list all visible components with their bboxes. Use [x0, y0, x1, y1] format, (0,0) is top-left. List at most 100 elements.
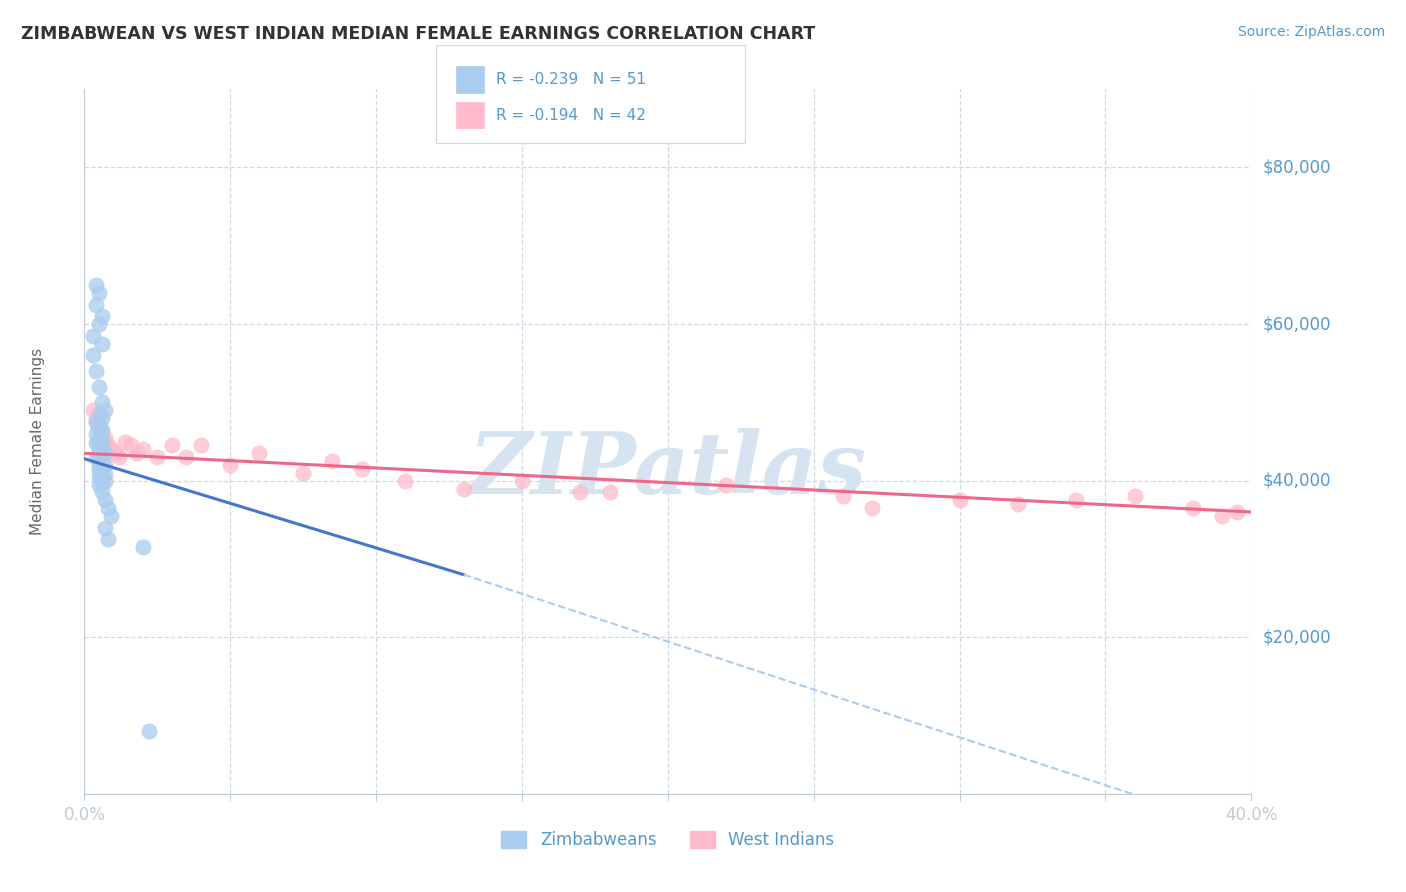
Point — [90, 310, 112, 324]
Point — [394, 474, 416, 488]
Point — [82, 403, 104, 417]
Point — [190, 438, 212, 452]
Point — [82, 348, 104, 362]
Point — [87, 407, 110, 421]
Point — [219, 458, 242, 472]
Point — [84, 450, 107, 465]
Point — [87, 438, 110, 452]
Point — [90, 423, 112, 437]
Point — [90, 431, 112, 445]
Point — [125, 446, 148, 460]
Point — [176, 450, 198, 465]
Point — [138, 724, 160, 739]
Point — [90, 472, 112, 486]
Point — [321, 454, 343, 468]
Point — [120, 438, 142, 452]
Point — [87, 464, 110, 478]
Point — [860, 501, 883, 516]
Point — [84, 277, 107, 292]
Point — [82, 328, 104, 343]
Point — [90, 411, 112, 425]
Point — [87, 418, 110, 433]
Point — [1066, 493, 1088, 508]
Point — [87, 457, 110, 471]
Point — [84, 364, 107, 378]
Point — [87, 423, 110, 437]
Text: $40,000: $40,000 — [1263, 472, 1331, 490]
Point — [90, 475, 112, 490]
Point — [97, 533, 120, 547]
Point — [146, 450, 169, 465]
Point — [94, 434, 117, 449]
Point — [949, 493, 972, 508]
Point — [103, 444, 125, 458]
Point — [87, 431, 110, 445]
Point — [87, 418, 110, 433]
Point — [84, 297, 107, 311]
Point — [1226, 505, 1249, 519]
Point — [94, 458, 117, 472]
Point — [160, 438, 183, 452]
Text: R = -0.239   N = 51: R = -0.239 N = 51 — [496, 72, 647, 87]
Point — [94, 474, 117, 488]
Point — [87, 442, 110, 457]
Point — [87, 469, 110, 483]
Point — [108, 450, 131, 465]
Point — [1211, 508, 1233, 523]
Point — [84, 411, 107, 425]
Point — [1007, 497, 1029, 511]
Point — [90, 466, 112, 480]
Point — [132, 540, 155, 554]
Point — [84, 426, 107, 441]
Point — [90, 462, 112, 476]
Point — [94, 467, 117, 482]
Point — [94, 521, 117, 535]
Point — [84, 436, 107, 450]
Point — [84, 415, 107, 429]
Point — [90, 454, 112, 468]
Point — [90, 433, 112, 447]
Point — [94, 493, 117, 508]
Point — [1123, 489, 1146, 503]
Point — [90, 485, 112, 500]
Text: ZIMBABWEAN VS WEST INDIAN MEDIAN FEMALE EARNINGS CORRELATION CHART: ZIMBABWEAN VS WEST INDIAN MEDIAN FEMALE … — [21, 25, 815, 43]
Text: $20,000: $20,000 — [1263, 628, 1331, 647]
Point — [90, 426, 112, 441]
Point — [97, 438, 120, 452]
Point — [350, 462, 373, 476]
Point — [100, 442, 122, 457]
Point — [292, 466, 315, 480]
Point — [453, 482, 475, 496]
Point — [97, 501, 120, 516]
Text: ZIPatlas: ZIPatlas — [468, 428, 868, 511]
Text: Median Female Earnings: Median Female Earnings — [30, 348, 45, 535]
Point — [87, 434, 110, 449]
Point — [105, 446, 128, 460]
Point — [132, 442, 155, 457]
Point — [94, 446, 117, 460]
Point — [87, 459, 110, 474]
Point — [1182, 501, 1205, 516]
Point — [87, 477, 110, 491]
Point — [87, 451, 110, 466]
Point — [114, 434, 136, 449]
Point — [249, 446, 271, 460]
Point — [510, 474, 533, 488]
Point — [94, 403, 117, 417]
Text: $80,000: $80,000 — [1263, 159, 1331, 177]
Point — [569, 485, 592, 500]
Text: Source: ZipAtlas.com: Source: ZipAtlas.com — [1237, 25, 1385, 39]
Text: R = -0.194   N = 42: R = -0.194 N = 42 — [496, 108, 647, 122]
Point — [90, 336, 112, 351]
Point — [90, 395, 112, 409]
Point — [832, 489, 855, 503]
Point — [90, 444, 112, 458]
Point — [87, 380, 110, 394]
Point — [87, 285, 110, 300]
Point — [90, 441, 112, 455]
Point — [100, 508, 122, 523]
Point — [87, 449, 110, 463]
Point — [716, 477, 738, 491]
Text: $60,000: $60,000 — [1263, 315, 1331, 333]
Legend: Zimbabweans, West Indians: Zimbabweans, West Indians — [495, 824, 841, 856]
